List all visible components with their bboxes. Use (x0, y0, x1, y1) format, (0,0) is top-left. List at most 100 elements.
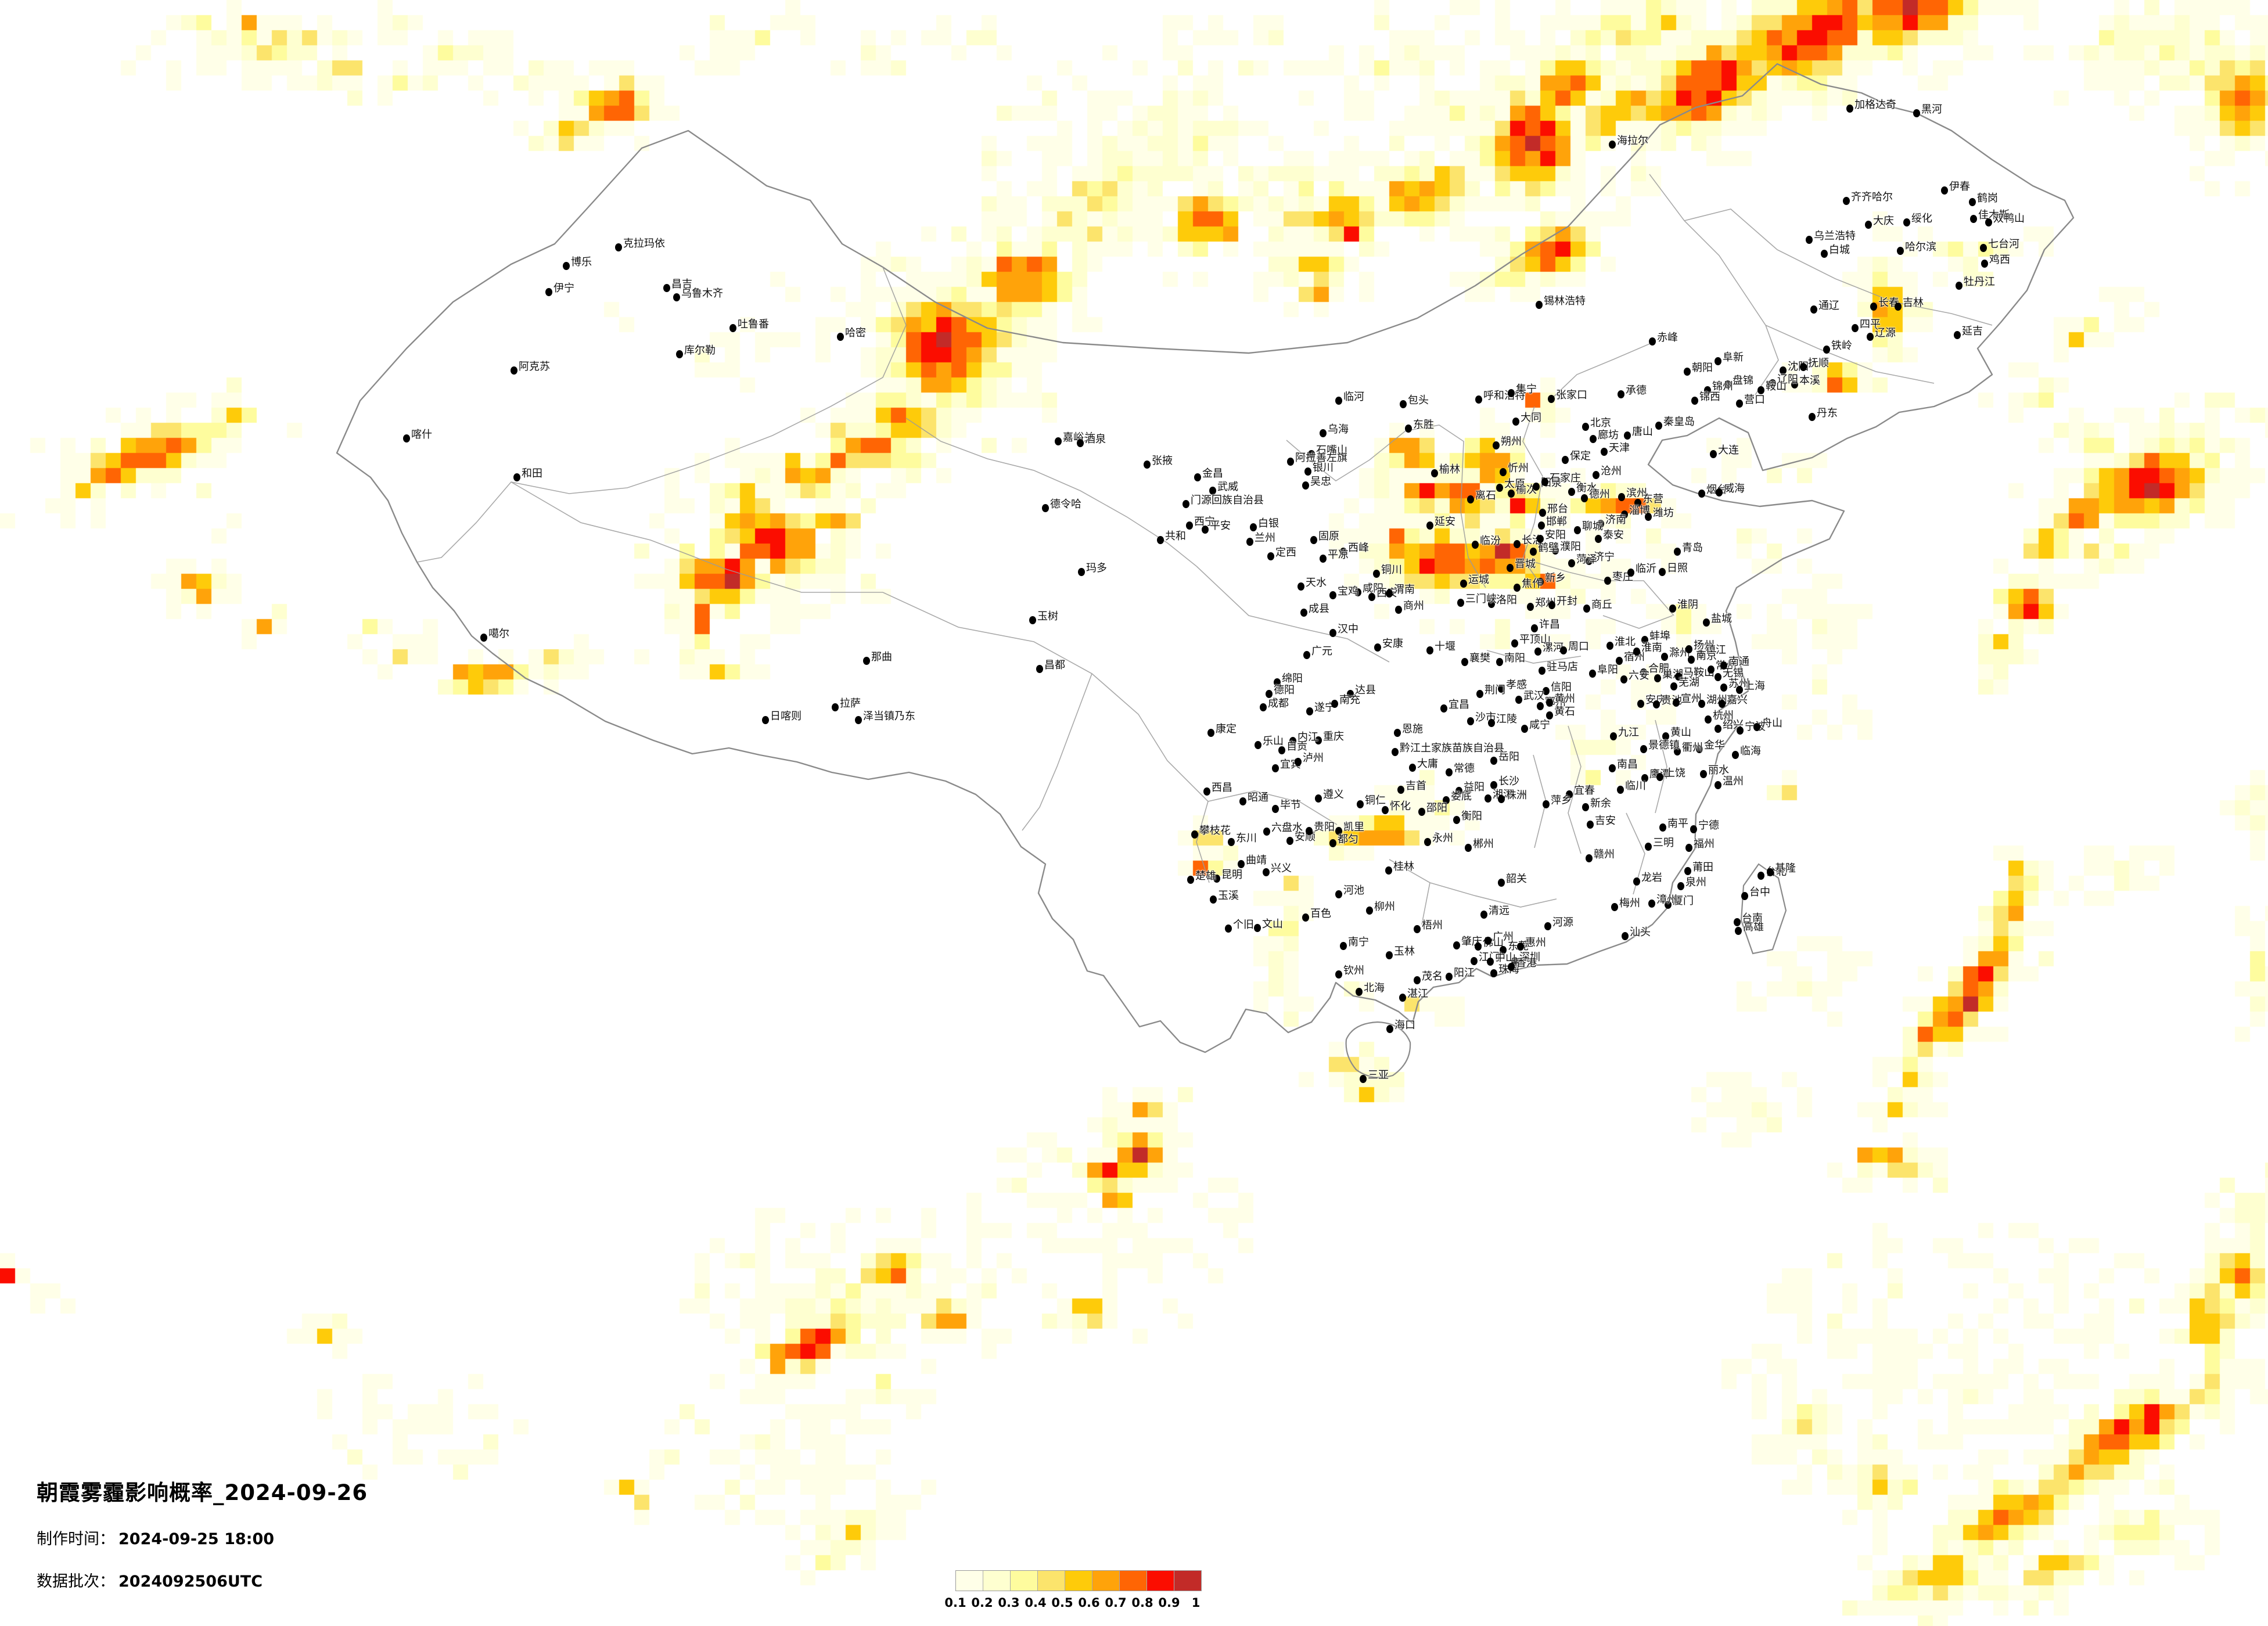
probability-legend: 0.1 0.2 0.3 0.4 0.5 0.6 0.7 0.8 0.9 1 (944, 1570, 1202, 1613)
city-dot (1865, 221, 1872, 229)
city-label: 合肥 (1648, 663, 1669, 675)
city-dot (863, 657, 870, 665)
city-dot (1191, 830, 1198, 839)
city-label: 昆明 (1221, 869, 1242, 881)
city-dot (1475, 395, 1482, 404)
city-label: 上饶 (1665, 767, 1685, 779)
city-label: 昌吉 (671, 278, 692, 290)
city-dot (1414, 976, 1421, 984)
city-dot (1620, 675, 1627, 684)
legend-tick-label: 1 (1191, 1596, 1201, 1610)
city-dot (1640, 745, 1647, 753)
city-label: 包头 (1408, 394, 1429, 406)
city-dot (1653, 700, 1660, 708)
city-dot (1461, 658, 1468, 666)
city-dot (1521, 725, 1528, 733)
city-label: 遂宁 (1314, 702, 1335, 714)
city-dot (1641, 636, 1648, 644)
city-dot (511, 366, 517, 375)
city-dot (1537, 578, 1544, 586)
city-label: 德令哈 (1050, 498, 1081, 510)
city-dot (1610, 732, 1617, 740)
city-dot (1737, 726, 1744, 735)
city-label: 天津 (1609, 442, 1630, 454)
city-dot (1568, 488, 1575, 496)
city-label: 拉萨 (840, 697, 861, 710)
city-dot (1659, 823, 1666, 832)
city-label: 北京 (1590, 417, 1611, 429)
city-label: 清远 (1489, 905, 1509, 917)
city-label: 梧州 (1422, 919, 1443, 931)
city-dot (1397, 786, 1404, 794)
city-label: 蚌埠 (1649, 630, 1670, 642)
city-dot (1187, 876, 1194, 884)
city-label: 济宁 (1594, 551, 1615, 563)
city-label: 滁州 (1669, 647, 1690, 659)
city-dot (1634, 499, 1641, 507)
city-dot (1472, 541, 1479, 549)
city-dot (1685, 645, 1692, 653)
city-label: 吉林 (1903, 297, 1924, 309)
city-label: 锡林浩特 (1544, 295, 1586, 307)
city-dot (1487, 958, 1494, 966)
city-label: 锦州 (1712, 380, 1733, 393)
country-outline (336, 63, 2075, 1053)
city-dot (1210, 895, 1217, 904)
city-label: 临海 (1740, 745, 1761, 757)
city-dot (1400, 400, 1407, 408)
city-dot (1329, 591, 1336, 599)
city-label: 和田 (522, 467, 542, 480)
city-dot (1335, 827, 1342, 835)
city-dot (1300, 609, 1307, 617)
city-label: 七台河 (1988, 238, 2019, 250)
city-dot (1674, 548, 1681, 556)
city-dot (1498, 879, 1505, 887)
city-label: 锦西 (1699, 391, 1720, 403)
legend-swatch (1038, 1571, 1065, 1591)
city-label: 青岛 (1682, 542, 1703, 554)
city-label: 长沙 (1498, 775, 1519, 787)
legend-tick-label: 0.8 (1131, 1596, 1153, 1610)
city-label: 铜仁 (1365, 794, 1386, 807)
city-dot (1903, 218, 1910, 226)
city-dot (663, 284, 670, 292)
city-dot (1581, 494, 1588, 502)
city-dot (1078, 568, 1085, 576)
city-dot (1595, 535, 1602, 543)
city-dot (1517, 942, 1524, 951)
city-dot (1719, 700, 1726, 708)
city-dot (1674, 747, 1681, 756)
city-label: 阳江 (1454, 967, 1475, 979)
city-label: 湛江 (1407, 988, 1428, 1000)
city-label: 牡丹江 (1964, 276, 1995, 288)
city-label: 大庆 (1873, 215, 1894, 227)
city-label: 鹤壁 (1538, 542, 1559, 554)
city-dot (1715, 673, 1721, 681)
city-dot (1490, 757, 1497, 765)
city-label: 都匀 (1338, 833, 1358, 846)
city-label: 三亚 (1368, 1069, 1389, 1081)
city-dot (1485, 794, 1491, 803)
city-dot (1329, 629, 1336, 637)
city-label: 平凉 (1328, 549, 1349, 561)
city-dot (1548, 395, 1555, 403)
city-dot (1460, 580, 1467, 588)
city-label: 三门峡 (1465, 593, 1497, 605)
city-label: 达县 (1355, 684, 1376, 696)
city-label: 文山 (1262, 918, 1283, 930)
city-dot (1386, 1025, 1393, 1033)
city-label: 兰州 (1255, 532, 1275, 544)
city-dot (729, 324, 736, 332)
city-dot (1541, 478, 1548, 486)
city-label: 永州 (1432, 832, 1453, 844)
city-dot (1440, 704, 1447, 713)
city-dot (1315, 794, 1322, 803)
city-label: 吴忠 (1310, 476, 1331, 488)
city-label: 南平 (1667, 818, 1688, 830)
city-dot (1263, 868, 1270, 876)
city-dot (1583, 605, 1590, 613)
city-label: 焦作 (1522, 578, 1543, 590)
city-label: 东胜 (1413, 419, 1434, 431)
city-dot (1424, 838, 1431, 846)
city-label: 嘉峪关 (1063, 431, 1094, 444)
